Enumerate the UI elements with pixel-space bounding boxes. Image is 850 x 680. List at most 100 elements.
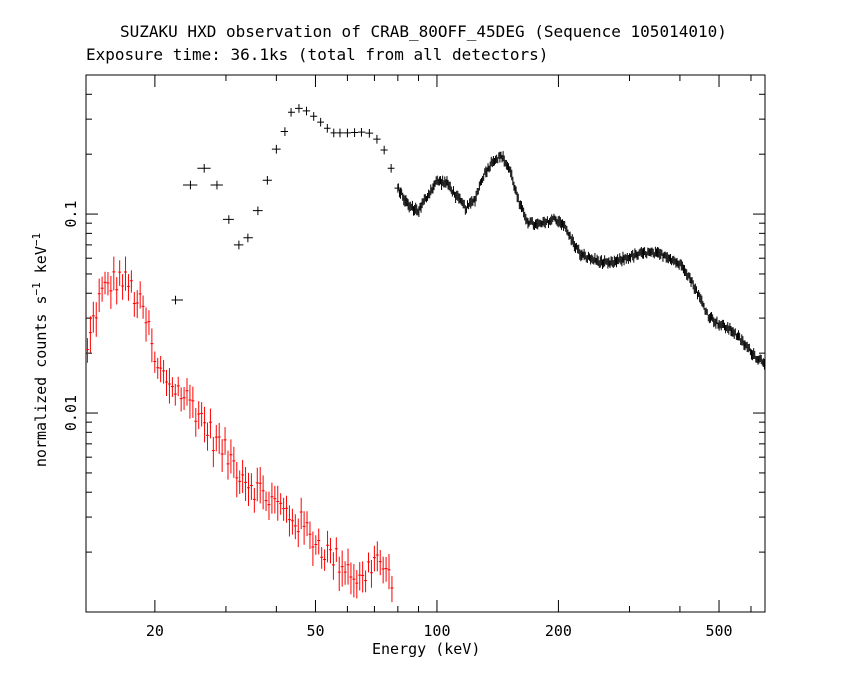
data-point <box>547 219 550 228</box>
data-point <box>597 256 599 267</box>
data-point <box>255 467 259 502</box>
data-point <box>653 252 655 259</box>
svg-text:normalized counts s−1 keV−1: normalized counts s−1 keV−1 <box>30 233 50 467</box>
data-point <box>717 322 719 329</box>
data-point <box>584 251 586 260</box>
data-point <box>452 186 454 195</box>
data-point <box>725 324 727 334</box>
data-point <box>502 151 504 162</box>
data-point <box>223 427 227 455</box>
data-point <box>537 218 539 230</box>
data-point <box>449 181 451 192</box>
data-point <box>532 221 534 230</box>
data-point <box>483 173 485 181</box>
data-point <box>520 201 523 213</box>
data-point <box>416 204 418 216</box>
data-point <box>553 213 555 220</box>
data-point <box>620 255 622 265</box>
data-point <box>364 570 368 593</box>
data-point <box>695 286 697 294</box>
data-point <box>317 528 321 555</box>
data-point <box>721 319 723 329</box>
data-point <box>432 183 434 194</box>
data-point <box>685 268 687 277</box>
data-point <box>208 408 212 439</box>
data-point <box>118 260 122 286</box>
data-point <box>352 564 356 598</box>
data-point <box>279 493 283 515</box>
data-point <box>421 198 423 209</box>
data-point <box>461 198 463 206</box>
data-point <box>680 259 682 271</box>
data-point <box>662 253 664 262</box>
x-axis-label: Energy (keV) <box>372 640 481 658</box>
data-point <box>642 247 645 259</box>
data-point <box>756 355 758 363</box>
data-point <box>696 291 699 300</box>
data-point <box>598 260 600 268</box>
data-point <box>247 472 250 506</box>
data-point <box>400 187 402 199</box>
data-point <box>451 189 453 197</box>
data-point <box>544 218 546 229</box>
data-point <box>747 343 749 353</box>
data-point <box>434 180 436 187</box>
data-point <box>631 250 633 258</box>
data-point <box>761 359 763 366</box>
data-point <box>495 155 497 164</box>
data-point <box>456 190 458 200</box>
data-point <box>527 218 529 229</box>
data-point <box>387 164 395 173</box>
data-point <box>121 274 125 300</box>
data-point <box>510 166 512 178</box>
data-point <box>684 265 686 276</box>
data-point <box>641 248 643 259</box>
data-point <box>559 217 561 228</box>
data-point <box>176 376 180 397</box>
data-point <box>610 256 612 266</box>
data-point <box>252 206 263 216</box>
data-point <box>455 191 457 204</box>
data-point <box>470 197 472 209</box>
data-point <box>417 208 419 216</box>
data-point <box>194 407 198 437</box>
data-point <box>619 253 621 263</box>
data-point <box>497 157 499 164</box>
data-point <box>689 272 691 284</box>
data-point <box>715 318 717 329</box>
data-point <box>270 482 274 514</box>
data-series <box>86 104 765 603</box>
data-point <box>615 256 618 268</box>
data-point <box>739 332 741 341</box>
data-point <box>698 290 700 298</box>
data-point <box>390 575 394 603</box>
data-point <box>707 314 709 322</box>
data-point <box>406 197 408 207</box>
data-point <box>672 256 674 264</box>
data-point <box>567 229 569 236</box>
data-point <box>343 128 351 138</box>
data-point <box>612 260 614 268</box>
data-point <box>722 319 724 328</box>
data-point <box>634 248 636 259</box>
data-point <box>372 545 376 572</box>
data-point <box>302 106 311 116</box>
series-2 <box>171 104 765 370</box>
data-point <box>606 258 608 265</box>
data-point <box>458 193 460 204</box>
data-point <box>156 357 160 379</box>
data-point <box>759 354 761 363</box>
data-point <box>410 203 412 211</box>
data-point <box>167 368 171 404</box>
data-point <box>235 461 239 498</box>
data-point <box>578 244 580 254</box>
data-point <box>217 422 221 454</box>
data-point <box>518 200 520 210</box>
data-point <box>565 224 567 232</box>
data-point <box>264 491 268 511</box>
data-point <box>693 284 695 294</box>
data-point <box>387 553 391 590</box>
data-point <box>94 302 98 337</box>
data-point <box>203 406 207 443</box>
